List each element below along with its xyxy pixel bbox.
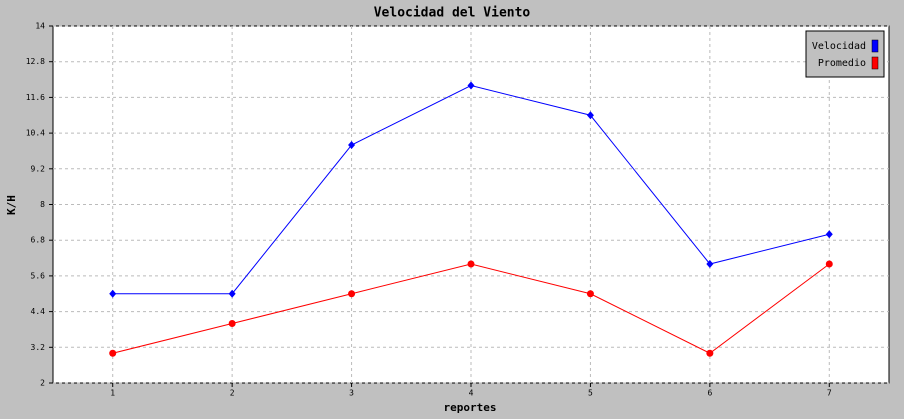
x-tick-label: 2 (230, 389, 235, 398)
data-point (109, 289, 117, 298)
legend-swatch (871, 39, 879, 53)
x-tick-label: 7 (827, 389, 832, 398)
y-tick-label: 12.8 (26, 57, 45, 66)
y-tick-label: 5.6 (31, 271, 46, 280)
y-tick-label: 8 (40, 200, 45, 209)
data-point (348, 290, 356, 298)
y-tick-label: 6.8 (31, 236, 46, 245)
data-point (706, 349, 714, 357)
data-point (467, 260, 475, 268)
y-tick-label: 3.2 (31, 343, 46, 352)
data-point (467, 81, 475, 90)
y-tick-label: 11.6 (26, 93, 45, 102)
legend-box (805, 30, 885, 78)
y-tick-label: 14 (35, 22, 45, 31)
legend: Velocidad Promedio (805, 30, 885, 78)
data-point (825, 230, 833, 239)
data-point (586, 111, 594, 120)
y-tick-label: 10.4 (26, 129, 45, 138)
legend-swatch (871, 56, 879, 70)
y-axis-label: K/H (5, 195, 18, 215)
data-point (109, 349, 117, 357)
x-tick-label: 3 (349, 389, 354, 398)
legend-label: Promedio (818, 58, 866, 69)
data-point (228, 289, 236, 298)
y-tick-label: 4.4 (31, 307, 46, 316)
data-point (228, 320, 236, 327)
x-tick-label: 5 (588, 389, 593, 398)
x-tick-label: 6 (707, 389, 712, 398)
data-point (348, 141, 356, 149)
data-point (825, 260, 833, 268)
legend-label: Velocidad (812, 41, 866, 52)
x-tick-label: 4 (469, 389, 474, 398)
data-point (706, 260, 714, 268)
x-axis-label: reportes (444, 401, 497, 414)
y-tick-label: 2 (40, 379, 45, 388)
chart-title: Velocidad del Viento (374, 6, 531, 21)
x-tick-label: 1 (110, 389, 115, 398)
data-point (586, 290, 594, 298)
y-tick-label: 9.2 (31, 164, 46, 173)
